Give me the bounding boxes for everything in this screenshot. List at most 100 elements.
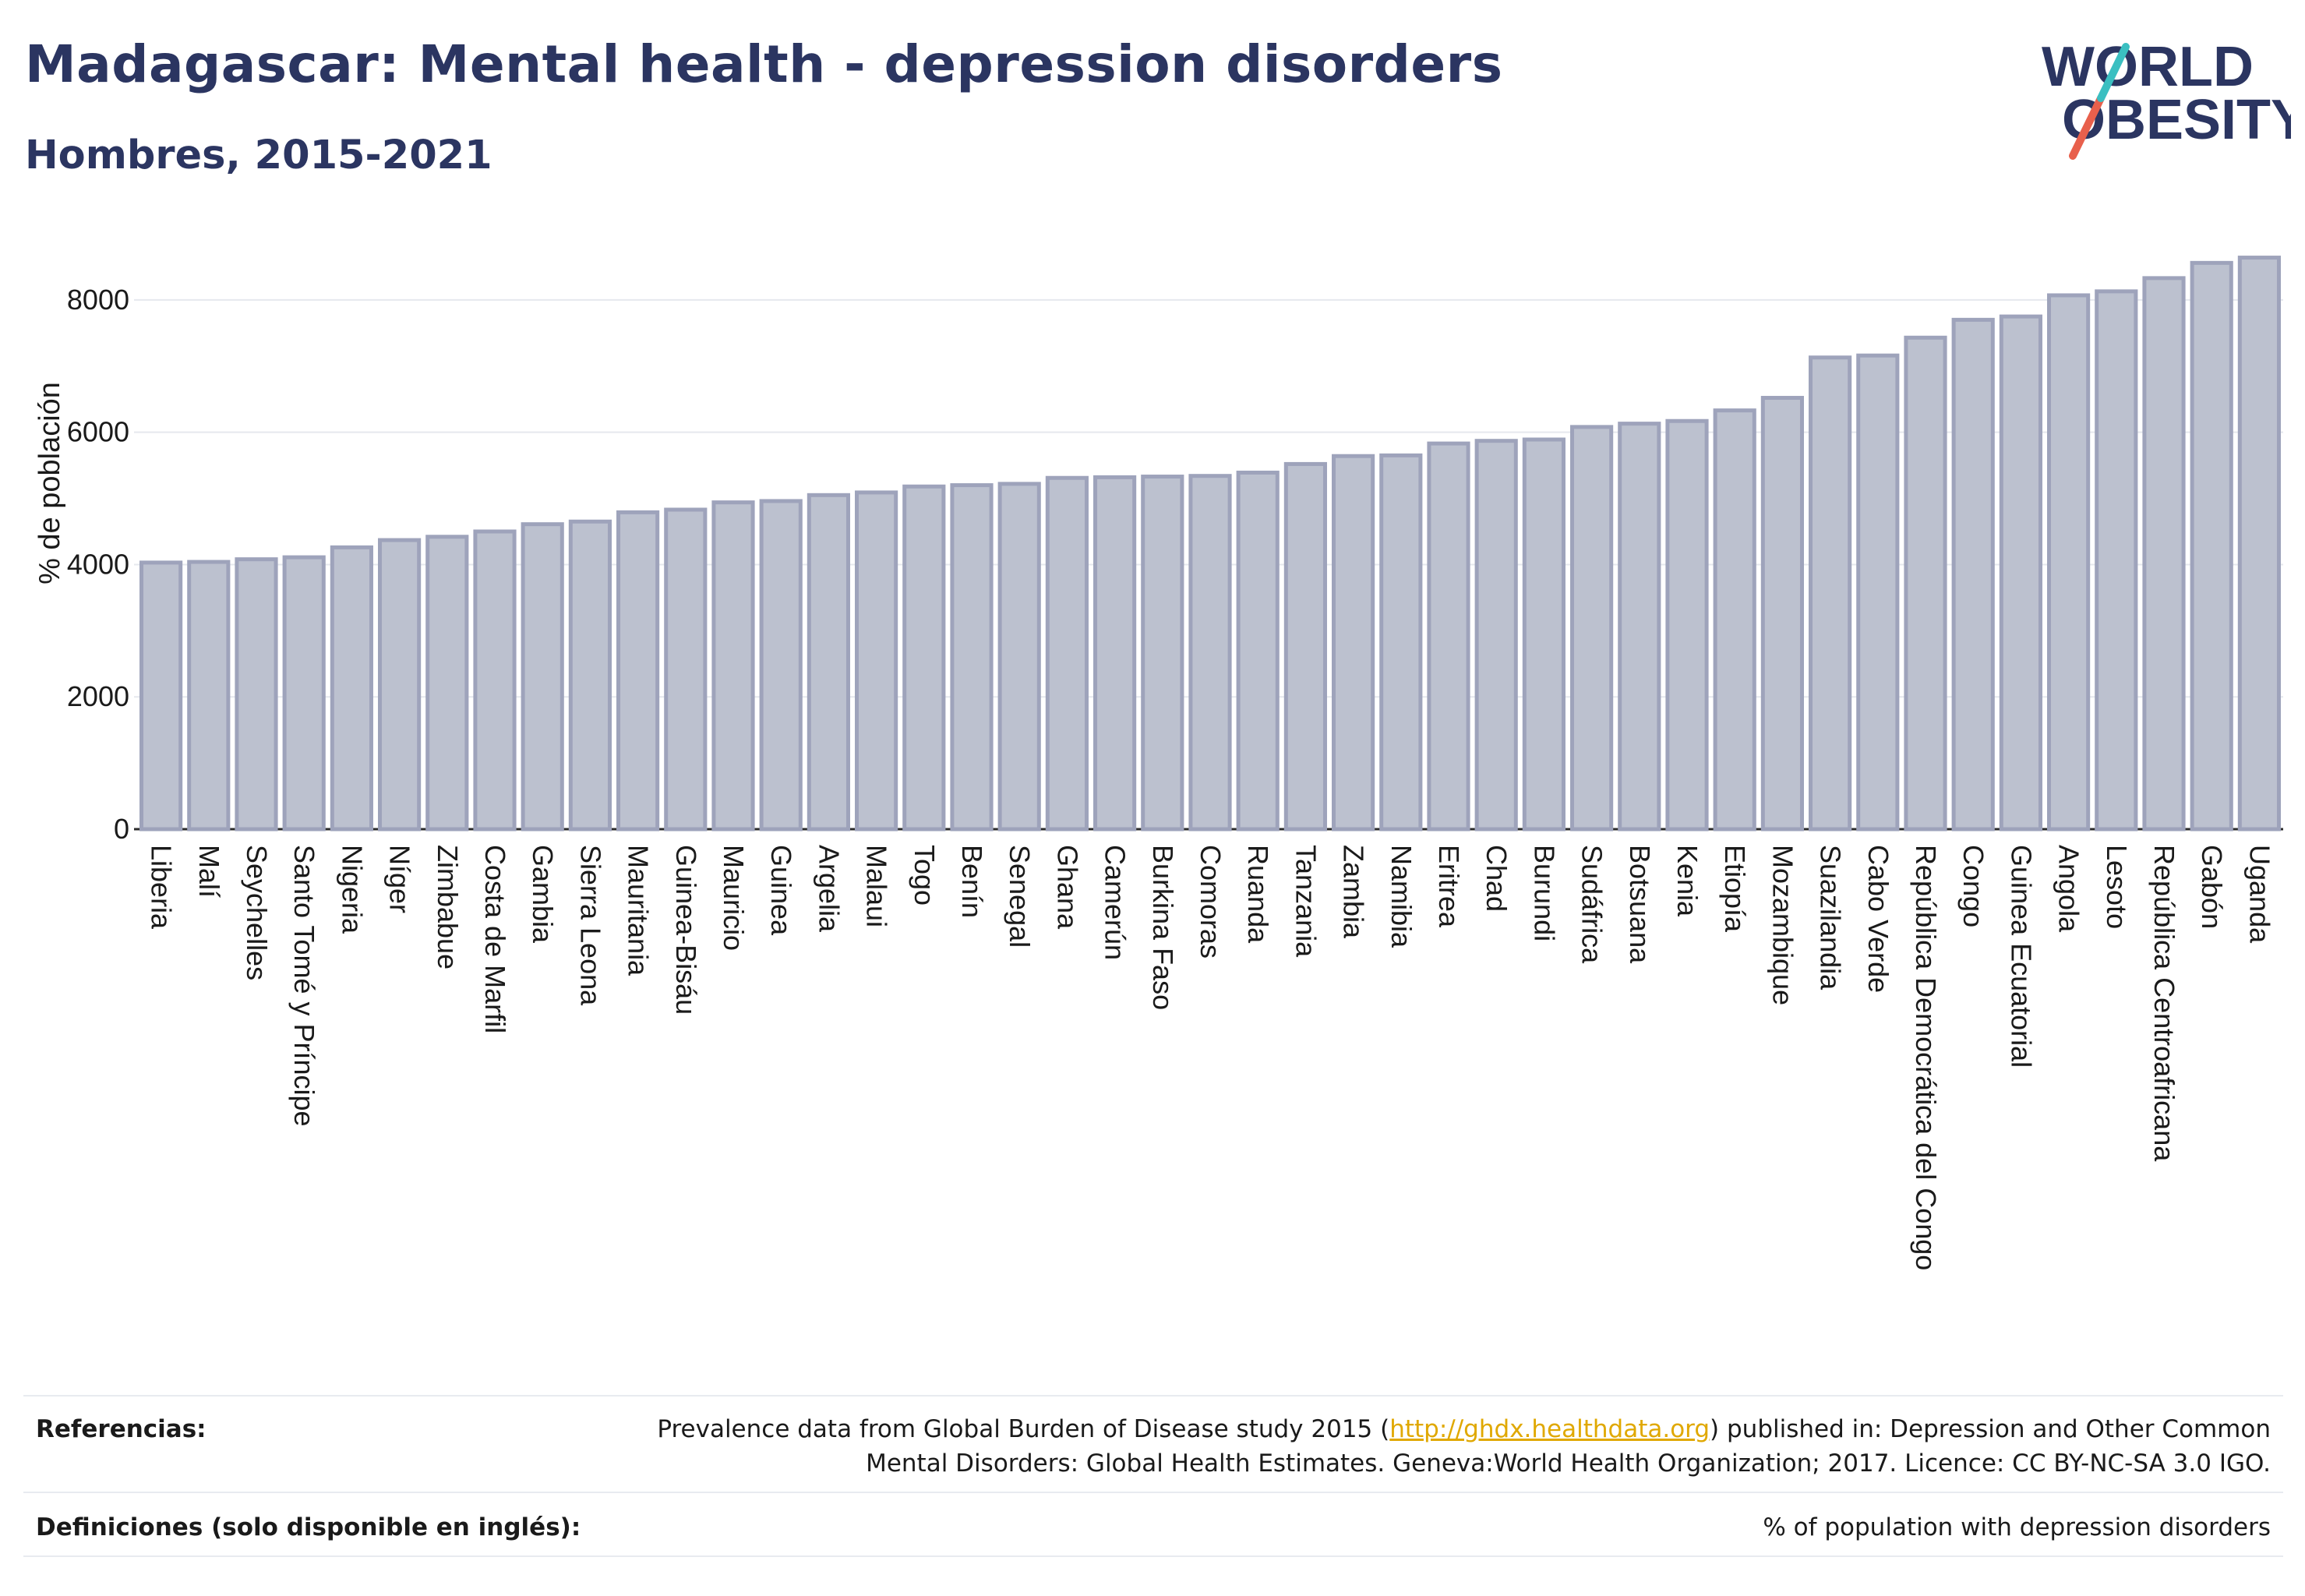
x-tick-label: Gambia <box>527 845 559 944</box>
y-tick-label: 8000 <box>67 284 129 316</box>
x-tick-label: República Democrática del Congo <box>1910 845 1942 1270</box>
x-tick-label: Angola <box>2053 845 2085 933</box>
x-tick-label: Mauricio <box>718 845 750 951</box>
x-tick-label: Zimbabue <box>432 845 464 969</box>
bar <box>1570 425 1614 832</box>
x-tick-label: Camerún <box>1100 845 1131 960</box>
x-tick-label: Mauritania <box>623 845 655 976</box>
x-tick-label: Comoras <box>1195 845 1227 959</box>
y-tick-label: 6000 <box>67 416 129 448</box>
bar <box>950 483 994 832</box>
bar <box>1474 439 1518 832</box>
bar <box>1951 317 1995 832</box>
bar <box>378 538 422 832</box>
footer-divider-mid <box>23 1492 2283 1493</box>
y-axis-label: % de población <box>34 382 66 584</box>
bar <box>1427 441 1470 832</box>
bar <box>1999 314 2042 832</box>
bar <box>997 482 1041 832</box>
x-tick-label: Ruanda <box>1242 845 1274 944</box>
bar <box>1618 422 1661 832</box>
x-tick-label: Argelia <box>813 845 845 933</box>
x-tick-label: Kenia <box>1671 845 1703 917</box>
x-tick-label: Lesoto <box>2101 845 2133 929</box>
x-tick-label: Guinea Ecuatorial <box>2005 845 2037 1068</box>
x-tick-label: Tanzania <box>1290 845 1322 958</box>
chart-title: Madagascar: Mental health - depression d… <box>25 34 1503 94</box>
x-tick-label: Nigeria <box>336 845 368 934</box>
x-tick-label: Burundi <box>1528 845 1560 941</box>
x-tick-label: República Centroafricana <box>2148 845 2180 1162</box>
bar <box>568 519 612 832</box>
x-tick-label: Chad <box>1481 845 1513 912</box>
x-tick-label: Cabo Verde <box>1862 845 1894 993</box>
footer-divider-bottom <box>23 1555 2283 1557</box>
x-tick-label: Namibia <box>1385 845 1417 948</box>
bar <box>2190 260 2233 832</box>
bar <box>1665 418 1709 832</box>
chart-subtitle: Hombres, 2015-2021 <box>25 132 492 178</box>
definitions-row: Definiciones (solo disponible en inglés)… <box>23 1510 2283 1549</box>
x-tick-label: Guinea-Bisáu <box>670 845 702 1015</box>
references-label: Referencias: <box>36 1415 206 1443</box>
bar <box>2237 256 2281 832</box>
logo-slash-teal <box>2097 43 2130 102</box>
bar <box>1188 474 1232 832</box>
bars <box>139 256 2281 832</box>
x-tick-label: Santo Tomé y Príncipe <box>288 845 320 1127</box>
x-tick-label: Burkina Faso <box>1147 845 1179 1010</box>
x-tick-label: Guinea <box>765 845 797 936</box>
bar-chart: 0 2000 4000 6000 8000 Liberia Malí Seychelles S… <box>34 256 2283 1270</box>
x-tick-label: Benín <box>956 845 988 918</box>
definitions-label: Definiciones (solo disponible en inglés)… <box>36 1513 581 1541</box>
bar <box>1332 454 1375 832</box>
bar <box>759 499 803 832</box>
x-tick-label: Malí <box>193 845 225 898</box>
bar <box>521 522 564 832</box>
references-row: Referencias: Prevalence data from Global… <box>23 1412 2283 1490</box>
bar <box>1093 475 1137 832</box>
x-tick-labels: Liberia Malí Seychelles Santo Tomé y Prínci… <box>146 845 2276 1270</box>
bar <box>1045 475 1089 832</box>
footer-divider-top <box>23 1395 2283 1396</box>
x-tick-label: Liberia <box>146 845 178 930</box>
bar <box>1809 355 1852 832</box>
bar <box>1904 335 1947 832</box>
x-tick-label: Zambia <box>1338 845 1370 939</box>
x-tick-label: Congo <box>1957 845 1989 927</box>
bar <box>2142 276 2186 832</box>
bar <box>1713 408 1756 832</box>
x-tick-label: Mozambique <box>1767 845 1798 1005</box>
world-obesity-logo: WORLD OBESITY <box>2042 36 2291 160</box>
logo-word-world: WORLD <box>2042 36 2254 98</box>
x-tick-label: Seychelles <box>241 845 273 980</box>
x-tick-label: Níger <box>384 845 416 913</box>
bar <box>1141 475 1184 832</box>
x-tick-label: Senegal <box>1004 845 1036 948</box>
x-tick-label: Etiopía <box>1719 845 1751 933</box>
bar <box>2095 289 2138 832</box>
bar <box>711 500 755 832</box>
bar <box>1236 470 1280 832</box>
bar <box>664 507 708 832</box>
bar <box>473 529 517 832</box>
bar <box>330 545 373 832</box>
bar <box>282 555 326 832</box>
y-tick-label: 0 <box>114 813 129 845</box>
x-tick-label: Sudáfrica <box>1576 845 1608 964</box>
bar <box>616 510 660 832</box>
x-tick-label: Ghana <box>1051 845 1083 930</box>
bar <box>1283 461 1327 832</box>
bar <box>1379 453 1423 832</box>
x-tick-label: Malaui <box>861 845 893 927</box>
definitions-text: % of population with depression disorder… <box>1763 1513 2271 1541</box>
bar <box>235 557 278 832</box>
y-tick-label: 2000 <box>67 680 129 712</box>
x-tick-label: Suazilandia <box>1815 845 1847 990</box>
bar <box>807 493 850 832</box>
x-tick-label: Costa de Marfil <box>479 845 511 1033</box>
references-link[interactable]: http://ghdx.healthdata.org <box>1389 1415 1710 1443</box>
y-tick-label: 4000 <box>67 548 129 580</box>
bar <box>139 560 183 832</box>
bar <box>425 535 469 832</box>
